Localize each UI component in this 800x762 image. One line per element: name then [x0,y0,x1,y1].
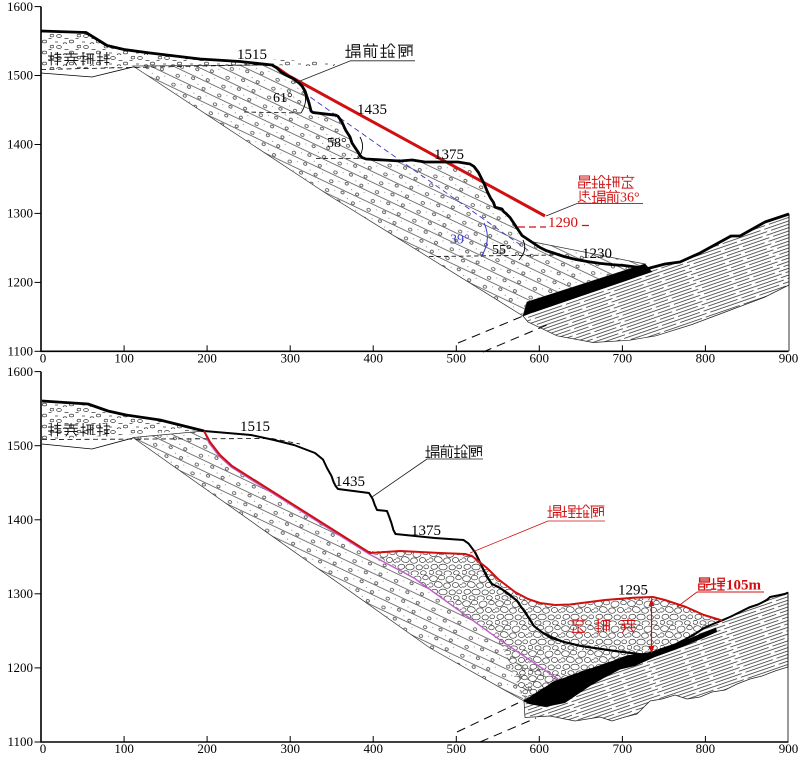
svg-text:500: 500 [447,741,467,756]
svg-text:1600: 1600 [7,364,33,379]
svg-text:1100: 1100 [7,344,33,359]
svg-text:300: 300 [280,741,300,756]
svg-text:800: 800 [696,351,716,366]
svg-text:1230: 1230 [582,246,612,262]
svg-text:500: 500 [447,351,467,366]
svg-text:1295: 1295 [618,583,648,599]
svg-text:1515: 1515 [237,47,267,63]
svg-text:1300: 1300 [7,206,33,221]
svg-text:100: 100 [114,351,134,366]
svg-text:1400: 1400 [7,512,33,527]
svg-text:700: 700 [613,741,633,756]
svg-text:100: 100 [114,741,134,756]
svg-text:600: 600 [530,351,550,366]
svg-text:61°: 61° [273,91,293,106]
svg-text:700: 700 [613,351,633,366]
svg-text:1400: 1400 [7,137,33,152]
svg-text:1300: 1300 [7,586,33,601]
svg-text:900: 900 [779,351,799,366]
svg-text:1200: 1200 [7,660,33,675]
svg-text:400: 400 [363,351,383,366]
svg-text:1515: 1515 [240,419,270,435]
svg-text:1435: 1435 [335,474,365,490]
svg-text:1435: 1435 [357,102,387,118]
svg-text:1500: 1500 [7,438,33,453]
svg-text:1100: 1100 [7,734,33,749]
svg-text:36°: 36° [620,191,640,206]
svg-text:1375: 1375 [434,147,464,163]
svg-text:39°: 39° [450,233,470,248]
svg-text:58°: 58° [327,136,347,151]
svg-text:1600: 1600 [7,0,33,14]
svg-text:800: 800 [696,741,716,756]
svg-text:55°: 55° [492,243,512,258]
svg-text:400: 400 [363,741,383,756]
svg-text:200: 200 [197,351,217,366]
svg-text:300: 300 [280,351,300,366]
svg-text:0: 0 [40,741,47,756]
svg-text:1500: 1500 [7,68,33,83]
svg-text:0: 0 [40,351,47,366]
svg-text:1200: 1200 [7,275,33,290]
svg-text:1375: 1375 [411,523,441,539]
svg-text:600: 600 [530,741,550,756]
svg-text:900: 900 [779,741,799,756]
svg-text:1290: 1290 [548,215,578,231]
svg-text:105m: 105m [726,578,762,594]
svg-text:200: 200 [197,741,217,756]
